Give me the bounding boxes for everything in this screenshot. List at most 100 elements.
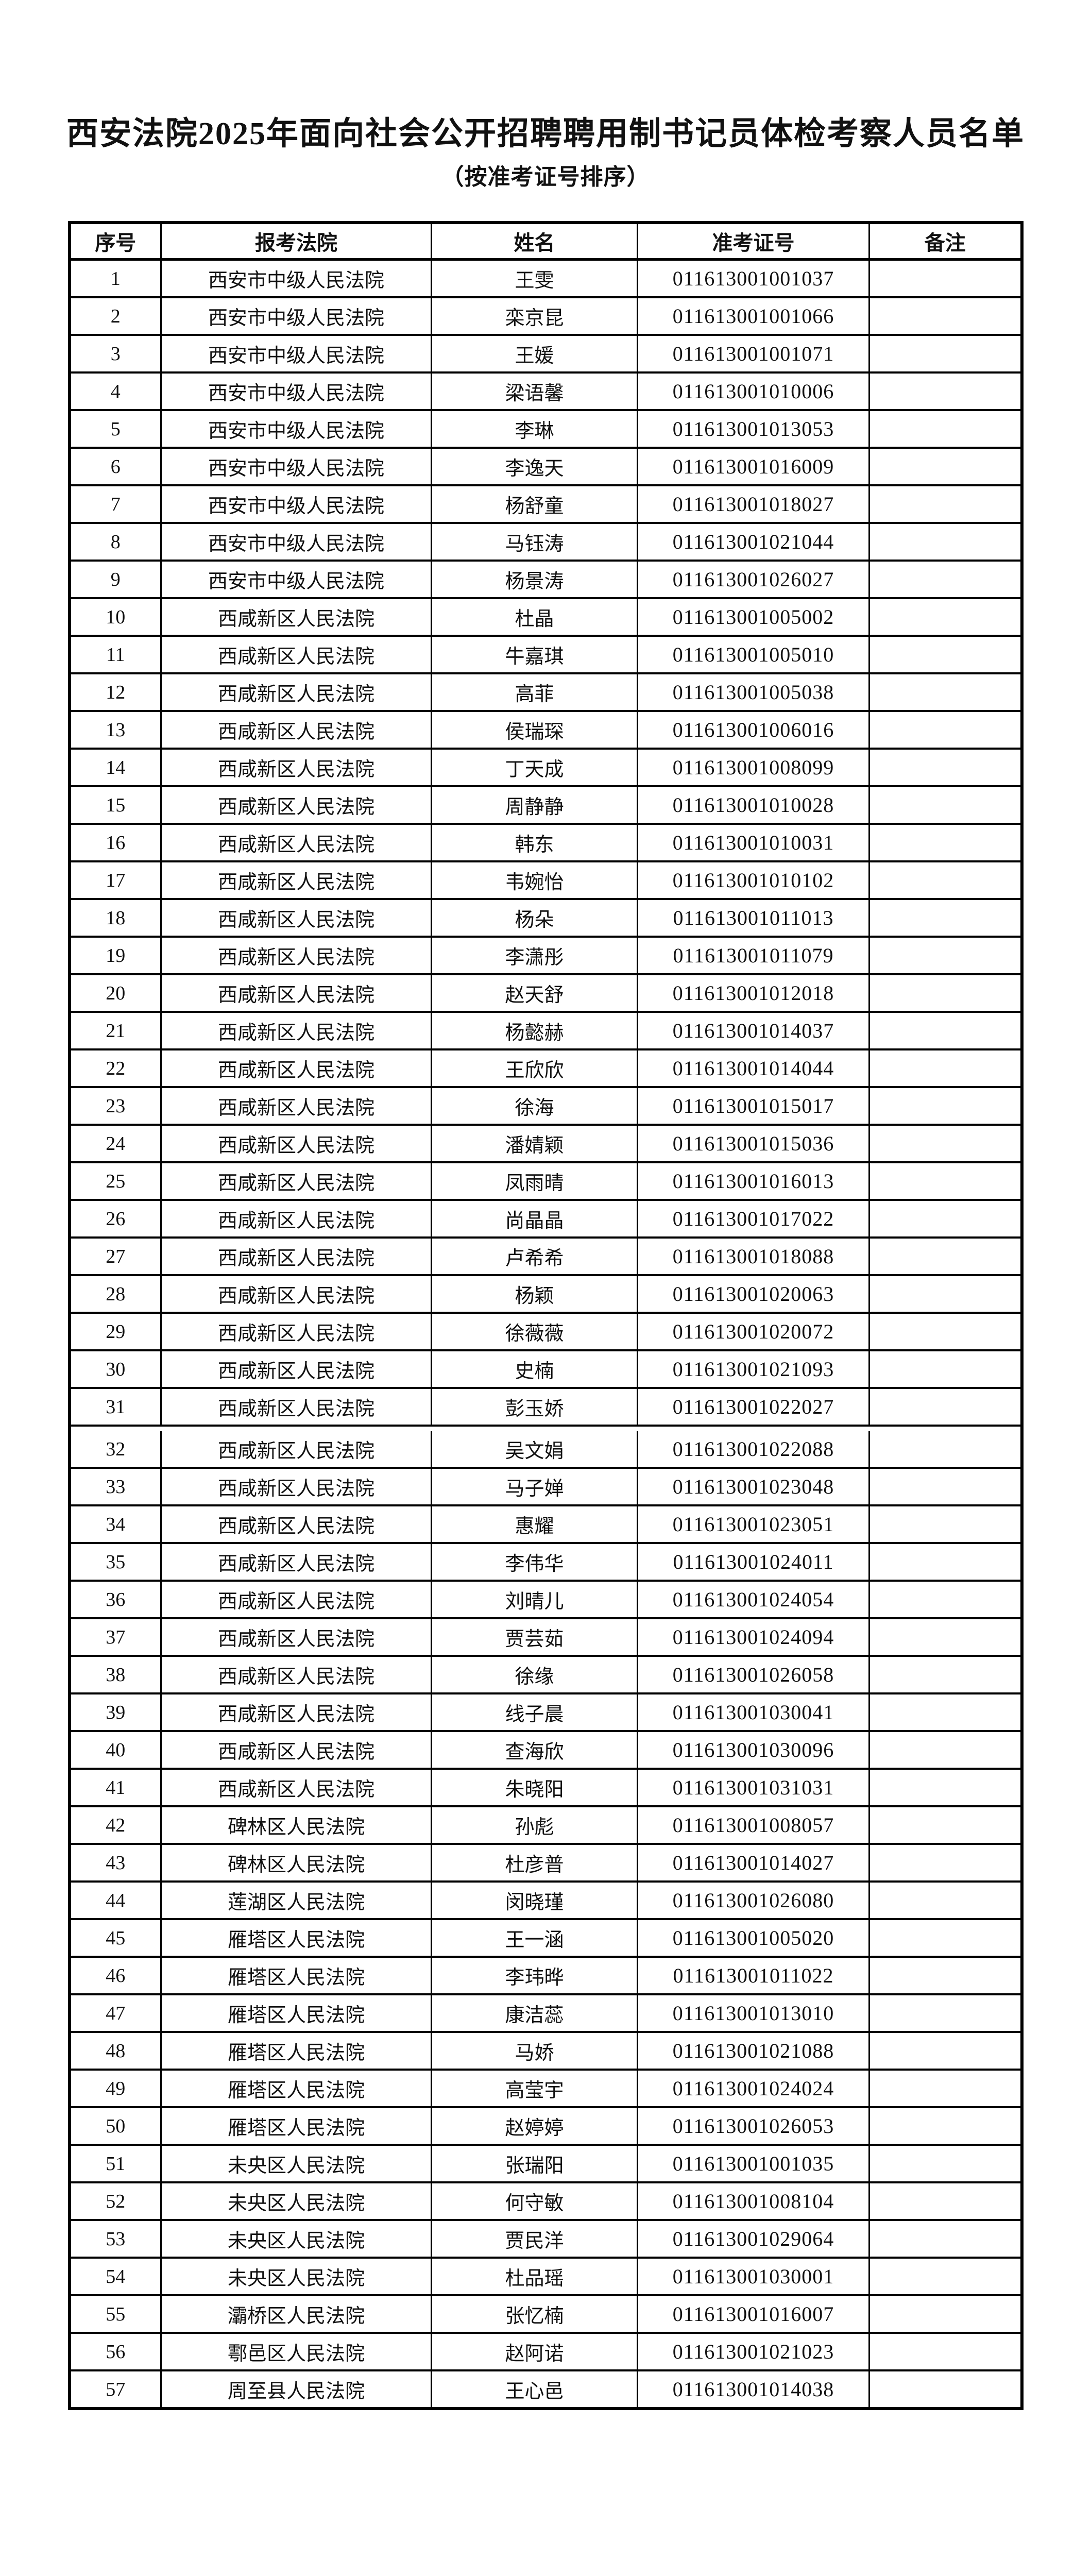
- cell-ticket: 011613001015036: [637, 1124, 870, 1164]
- cell-no: 4: [69, 371, 162, 412]
- cell-no: 6: [69, 447, 162, 487]
- cell-name: 尚晶晶: [431, 1199, 638, 1239]
- cell-remark: [868, 936, 1022, 976]
- table-row: 55 灞桥区人民法院 张忆楠 011613001016007: [69, 2294, 1022, 2334]
- cell-remark: [868, 823, 1022, 863]
- cell-court: 碑林区人民法院: [160, 1843, 432, 1883]
- table-row: 53 未央区人民法院 贾民洋 011613001029064: [69, 2219, 1022, 2259]
- cell-no: 43: [69, 1843, 162, 1883]
- cell-name: 韦婉怡: [431, 860, 638, 901]
- cell-name: 王心邑: [431, 2369, 638, 2410]
- cell-name: 线子晨: [431, 1692, 638, 1733]
- table-row: 13 西咸新区人民法院 侯瑞琛 011613001006016: [69, 710, 1022, 750]
- cell-no: 47: [69, 1993, 162, 2033]
- cell-no: 11: [69, 635, 162, 675]
- table-row: 54 未央区人民法院 杜品瑶 011613001030001: [69, 2257, 1022, 2297]
- cell-name: 杨舒童: [431, 484, 638, 524]
- cell-name: 杜晶: [431, 597, 638, 637]
- cell-no: 5: [69, 409, 162, 449]
- cell-remark: [868, 2106, 1022, 2146]
- cell-remark: [868, 1843, 1022, 1883]
- table-row: 51 未央区人民法院 张瑞阳 011613001001035: [69, 2144, 1022, 2184]
- cell-ticket: 011613001024094: [637, 1617, 870, 1657]
- cell-remark: [868, 2031, 1022, 2071]
- cell-ticket: 011613001024024: [637, 2069, 870, 2109]
- cell-name: 彭玉娇: [431, 1387, 638, 1427]
- cell-no: 33: [69, 1467, 162, 1507]
- cell-no: 20: [69, 973, 162, 1013]
- column-header-remark: 备注: [868, 222, 1022, 261]
- cell-remark: [868, 1655, 1022, 1695]
- cell-court: 灞桥区人民法院: [160, 2294, 432, 2334]
- cell-ticket: 011613001022027: [637, 1387, 870, 1427]
- cell-remark: [868, 522, 1022, 562]
- cell-ticket: 011613001026080: [637, 1880, 870, 1921]
- document-subtitle: （按准考证号排序）: [441, 164, 650, 190]
- cell-no: 9: [69, 560, 162, 600]
- cell-name: 杨懿赫: [431, 1011, 638, 1051]
- cell-ticket: 011613001018088: [637, 1236, 870, 1277]
- cell-no: 55: [69, 2294, 162, 2334]
- cell-remark: [868, 2181, 1022, 2222]
- cell-name: 张忆楠: [431, 2294, 638, 2334]
- cell-court: 西咸新区人民法院: [160, 1312, 432, 1352]
- table-row: 48 雁塔区人民法院 马娇 011613001021088: [69, 2031, 1022, 2071]
- cell-court: 雁塔区人民法院: [160, 1993, 432, 2033]
- cell-name: 李玮晔: [431, 1956, 638, 1996]
- cell-no: 50: [69, 2106, 162, 2146]
- cell-court: 西安市中级人民法院: [160, 560, 432, 600]
- cell-no: 57: [69, 2369, 162, 2410]
- cell-no: 32: [69, 1431, 162, 1469]
- table-row: 36 西咸新区人民法院 刘晴儿 011613001024054: [69, 1580, 1022, 1620]
- cell-remark: [868, 296, 1022, 336]
- cell-court: 未央区人民法院: [160, 2219, 432, 2259]
- cell-remark: [868, 1542, 1022, 1582]
- table-row: 5 西安市中级人民法院 李琳 011613001013053: [69, 409, 1022, 449]
- cell-ticket: 011613001005002: [637, 597, 870, 637]
- cell-no: 54: [69, 2257, 162, 2297]
- cell-ticket: 011613001011022: [637, 1956, 870, 1996]
- table-row: 19 西咸新区人民法院 李潇彤 011613001011079: [69, 936, 1022, 976]
- cell-court: 西咸新区人民法院: [160, 1124, 432, 1164]
- cell-remark: [868, 597, 1022, 637]
- column-header-court: 报考法院: [160, 222, 432, 261]
- cell-remark: [868, 1692, 1022, 1733]
- cell-name: 朱晓阳: [431, 1768, 638, 1808]
- cell-court: 西咸新区人民法院: [160, 1617, 432, 1657]
- column-header-ticket: 准考证号: [637, 222, 870, 261]
- cell-remark: [868, 2369, 1022, 2410]
- cell-court: 雁塔区人民法院: [160, 1956, 432, 1996]
- cell-ticket: 011613001010006: [637, 371, 870, 412]
- cell-remark: [868, 1312, 1022, 1352]
- cell-ticket: 011613001014037: [637, 1011, 870, 1051]
- column-header-name: 姓名: [431, 222, 638, 261]
- cell-name: 凤雨晴: [431, 1161, 638, 1201]
- cell-no: 45: [69, 1918, 162, 1958]
- cell-ticket: 011613001021093: [637, 1349, 870, 1389]
- cell-court: 西咸新区人民法院: [160, 1655, 432, 1695]
- cell-ticket: 011613001006016: [637, 710, 870, 750]
- cell-ticket: 011613001030001: [637, 2257, 870, 2297]
- cell-remark: [868, 2144, 1022, 2184]
- cell-name: 卢希希: [431, 1236, 638, 1277]
- cell-no: 13: [69, 710, 162, 750]
- cell-ticket: 011613001014038: [637, 2369, 870, 2410]
- cell-ticket: 011613001026053: [637, 2106, 870, 2146]
- cell-no: 40: [69, 1730, 162, 1770]
- cell-name: 王一涵: [431, 1918, 638, 1958]
- cell-name: 贾民洋: [431, 2219, 638, 2259]
- cell-remark: [868, 447, 1022, 487]
- cell-court: 西咸新区人民法院: [160, 973, 432, 1013]
- cell-remark: [868, 1387, 1022, 1427]
- table-row: 23 西咸新区人民法院 徐海 011613001015017: [69, 1086, 1022, 1126]
- cell-ticket: 011613001015017: [637, 1086, 870, 1126]
- cell-name: 惠耀: [431, 1504, 638, 1545]
- table-row: 52 未央区人民法院 何守敏 011613001008104: [69, 2181, 1022, 2222]
- table-row: 47 雁塔区人民法院 康洁蕊 011613001013010: [69, 1993, 1022, 2033]
- cell-remark: [868, 258, 1022, 299]
- cell-ticket: 011613001014027: [637, 1843, 870, 1883]
- cell-ticket: 011613001010028: [637, 785, 870, 825]
- cell-name: 杨朵: [431, 898, 638, 938]
- table-row: 21 西咸新区人民法院 杨懿赫 011613001014037: [69, 1011, 1022, 1051]
